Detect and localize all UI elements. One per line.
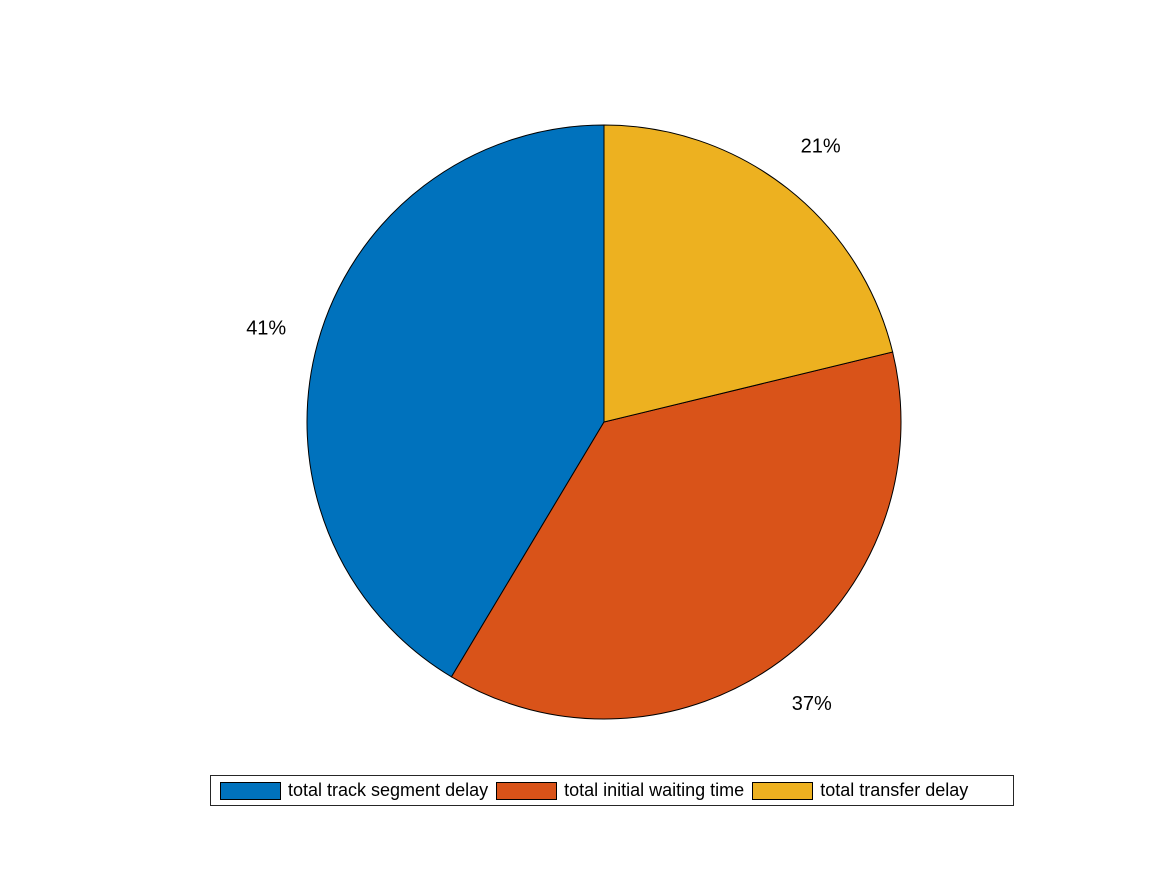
legend-label: total transfer delay xyxy=(820,780,969,800)
slice-labels: 41% 37% 21% xyxy=(246,136,841,716)
legend-item-track-segment-delay: total track segment delay xyxy=(220,780,488,801)
legend: total track segment delay total initial … xyxy=(210,775,1014,806)
legend-swatch xyxy=(752,781,814,800)
slice-percent-label: 21% xyxy=(801,136,841,158)
pie-slices xyxy=(306,124,902,720)
pie-slice-total-track-segment-delay xyxy=(306,124,605,678)
legend-item-initial-waiting-time: total initial waiting time xyxy=(496,780,744,801)
legend-swatch xyxy=(496,781,558,800)
pie-slice-total-initial-waiting-time xyxy=(450,351,902,720)
slice-percent-label: 37% xyxy=(792,693,832,715)
legend-label: total initial waiting time xyxy=(564,780,745,800)
legend-label: total track segment delay xyxy=(288,780,489,800)
legend-swatch xyxy=(220,781,281,800)
pie-slice-total-transfer-delay xyxy=(603,124,894,423)
slice-percent-label: 41% xyxy=(246,318,286,340)
legend-item-transfer-delay: total transfer delay xyxy=(752,780,968,801)
